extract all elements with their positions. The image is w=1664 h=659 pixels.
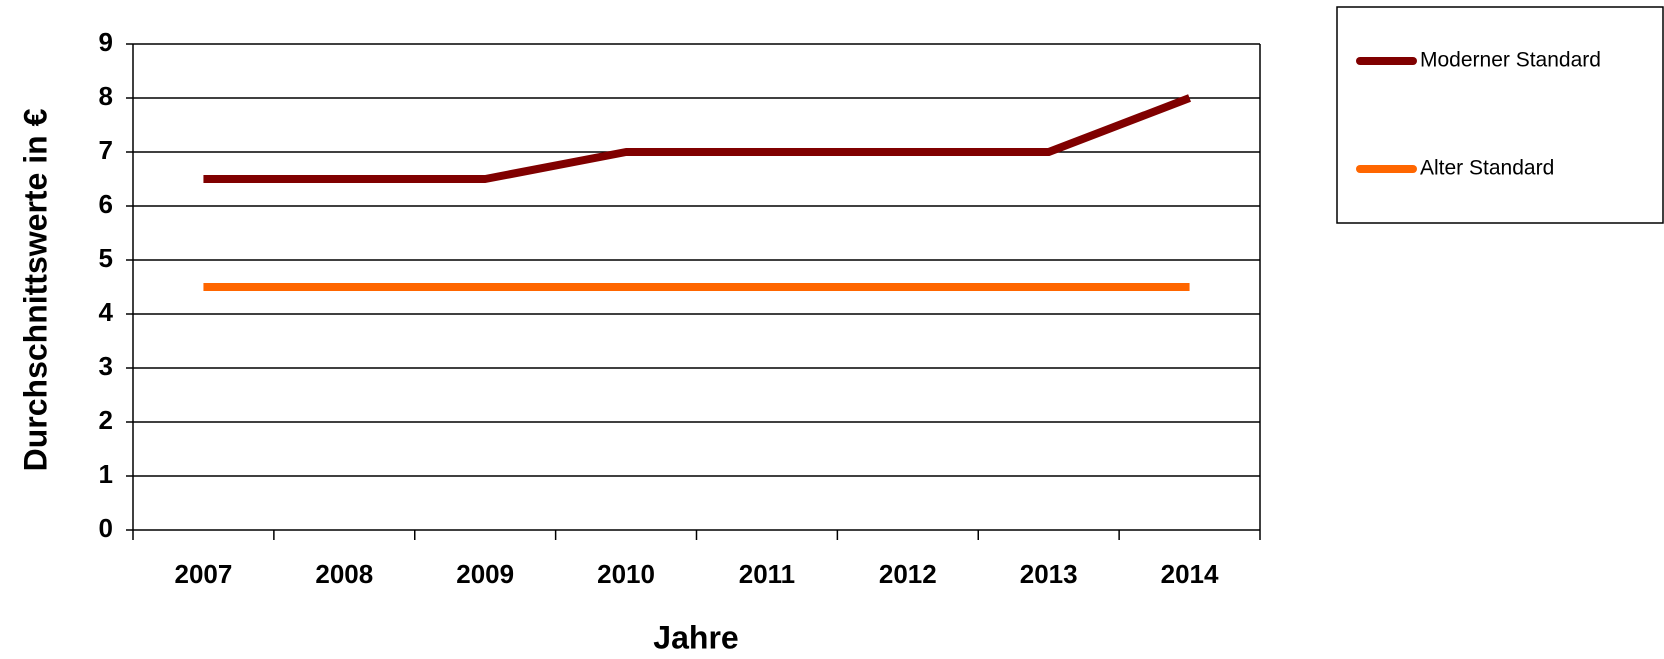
x-axis-title: Jahre (653, 619, 738, 655)
legend-label: Moderner Standard (1420, 49, 1601, 72)
x-tick-label: 2014 (1161, 559, 1219, 589)
legend-box (1336, 6, 1664, 224)
y-tick-label: 7 (99, 135, 113, 165)
y-tick-label: 2 (99, 405, 113, 435)
x-tick-label: 2009 (456, 559, 514, 589)
y-tick-label: 5 (99, 243, 113, 273)
y-tick-label: 0 (99, 513, 113, 543)
y-tick-label: 9 (99, 27, 113, 57)
x-tick-label: 2010 (597, 559, 655, 589)
y-tick-label: 6 (99, 189, 113, 219)
y-tick-label: 8 (99, 81, 113, 111)
y-tick-label: 4 (99, 297, 114, 327)
legend-label: Alter Standard (1420, 157, 1554, 180)
series-line (203, 94, 1191, 183)
y-axis-title: Durchschnittswerte in € (17, 108, 53, 471)
x-tick-label: 2007 (175, 559, 233, 589)
y-tick-label: 1 (99, 459, 113, 489)
x-tick-label: 2011 (739, 559, 795, 589)
x-tick-label: 2013 (1020, 559, 1078, 589)
x-tick-label: 2008 (315, 559, 373, 589)
y-tick-label: 3 (99, 351, 113, 381)
x-tick-label: 2012 (879, 559, 937, 589)
